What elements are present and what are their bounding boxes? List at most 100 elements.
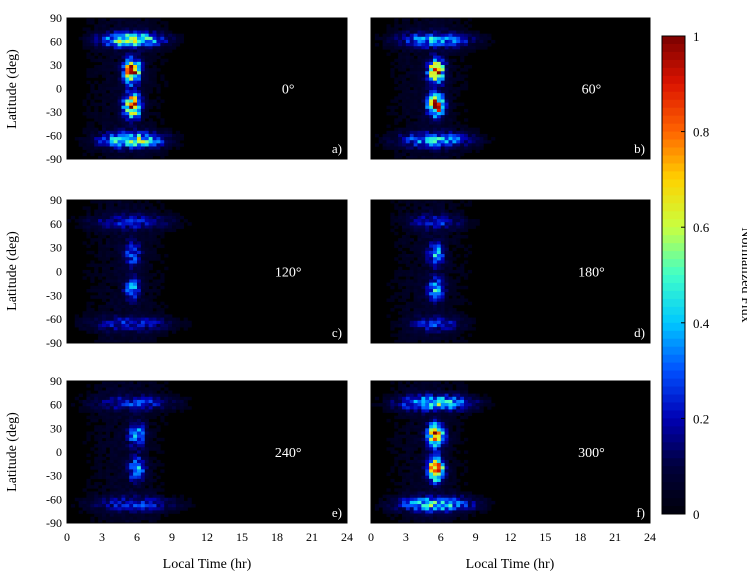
heatmap-cell [105,336,111,341]
heatmap-cell [137,314,142,318]
heatmap-cell [160,504,165,508]
heatmap-cell [140,333,146,337]
heatmap-cell [429,121,434,125]
heatmap-cell [409,301,414,306]
heatmap-cell [398,279,403,283]
heatmap-cell [109,466,114,470]
heatmap-cell [152,472,157,476]
heatmap-cell [109,311,114,315]
heatmap-cell [413,434,418,439]
heatmap-cell [394,481,399,486]
heatmap-cell [394,105,399,110]
heatmap-cell [133,314,138,318]
heatmap-cell [405,510,411,514]
heatmap-cell [137,466,142,470]
heatmap-cell [444,292,449,296]
heatmap-cell [402,491,407,495]
heatmap-cell [144,314,149,318]
heatmap-cell [105,112,111,116]
heatmap-cell [94,133,99,138]
heatmap-cell [98,317,103,322]
heatmap-cell [409,77,414,81]
heatmap-cell [390,295,395,299]
heatmap-cell [402,260,407,264]
heatmap-cell [133,209,138,214]
heatmap-cell [102,140,107,144]
heatmap-cell [129,222,134,226]
heatmap-cell [172,219,177,223]
heatmap-cell [413,86,418,91]
heatmap-cell [172,500,177,505]
heatmap-cell [137,396,142,401]
heatmap-cell [102,412,107,417]
heatmap-cell [471,130,476,135]
heatmap-cell [175,504,181,508]
heatmap-cell [440,130,445,135]
heatmap-cell [467,317,473,322]
heatmap-cell [160,149,165,154]
heatmap-cell [405,311,411,315]
heatmap-cell [125,133,130,138]
heatmap-cell [402,149,407,154]
heatmap-cell [175,323,181,328]
heatmap-cell [421,431,426,435]
heatmap-cell [413,121,418,125]
heatmap-cell [436,500,442,505]
heatmap-cell [448,463,453,467]
heatmap-cell [105,399,111,404]
heatmap-cell [413,247,418,252]
heatmap-cell [413,219,418,223]
heatmap-cell [452,298,457,302]
heatmap-cell [121,418,126,423]
heatmap-cell [398,209,403,214]
heatmap-cell [413,254,418,258]
heatmap-cell [94,497,99,502]
heatmap-cell [144,399,149,404]
heatmap-cell [429,276,434,280]
heatmap-cell [425,308,430,312]
heatmap-cell [425,311,430,315]
heatmap-cell [148,288,153,293]
heatmap-cell [164,504,169,508]
heatmap-cell [152,285,157,290]
heatmap-cell [425,472,430,476]
heatmap-cell [429,292,434,296]
heatmap-cell [105,39,111,44]
heatmap-cell [121,260,126,264]
heatmap-cell [102,43,107,47]
heatmap-cell [133,244,138,248]
heatmap-cell [398,152,403,157]
heatmap-cell [137,39,142,44]
heatmap-cell [152,494,157,499]
heatmap-cell [402,317,407,322]
heatmap-cell [121,118,126,122]
heatmap-cell [456,314,461,318]
heatmap-cell [425,384,430,388]
heatmap-cell [129,288,134,293]
heatmap-cell [133,21,138,25]
heatmap-cell [133,475,138,480]
heatmap-cell [405,409,411,413]
heatmap-cell [113,330,118,334]
heatmap-cell [398,317,403,322]
heatmap-cell [402,99,407,103]
heatmap-cell [402,447,407,451]
heatmap-cell [105,49,111,53]
heatmap-cell [417,247,422,252]
heatmap-cell [90,146,95,150]
heatmap-cell [94,68,99,72]
heatmap-cell [133,308,138,312]
heatmap-cell [125,209,130,214]
heatmap-cell [137,71,142,75]
heatmap-cell [452,68,457,72]
heatmap-cell [109,485,114,489]
heatmap-cell [86,500,91,505]
heatmap-cell [444,507,449,511]
heatmap-cell [144,21,149,25]
heatmap-cell [433,481,438,486]
heatmap-cell [444,33,449,38]
heatmap-cell [133,112,138,116]
heatmap-cell [479,143,484,147]
heatmap-cell [109,447,114,451]
heatmap-cell [394,295,399,299]
